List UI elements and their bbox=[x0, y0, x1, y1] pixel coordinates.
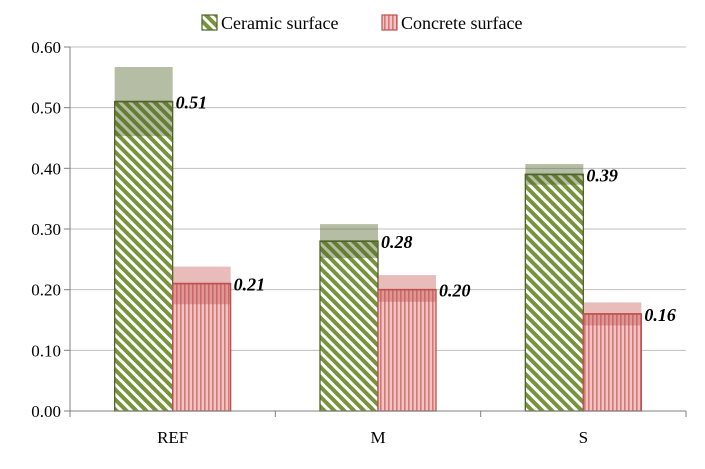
y-tick-label: 0.40 bbox=[31, 159, 61, 178]
data-labels: 0.51 0.21 0.28 0.20 0.39 0.16 bbox=[176, 93, 676, 325]
data-label-concrete: 0.16 bbox=[644, 305, 676, 325]
y-tick-label: 0.30 bbox=[31, 220, 61, 239]
x-category-label: S bbox=[579, 428, 588, 447]
data-label-ceramic: 0.39 bbox=[586, 165, 618, 185]
bar-ceramic bbox=[319, 240, 379, 412]
bar-concrete bbox=[377, 289, 437, 412]
data-label-ceramic: 0.28 bbox=[381, 232, 413, 252]
bars bbox=[114, 67, 642, 412]
x-category-label: REF bbox=[157, 428, 188, 447]
legend: Ceramic surface Concrete surface bbox=[201, 13, 522, 33]
y-tick-label: 0.00 bbox=[31, 402, 61, 421]
y-tick-label: 0.60 bbox=[31, 38, 61, 57]
data-label-concrete: 0.20 bbox=[439, 281, 471, 301]
axes: 0.00 0.10 0.20 0.30 0.40 0.50 0.60 REF M S bbox=[31, 38, 687, 447]
legend-swatch-concrete bbox=[381, 14, 398, 31]
data-label-concrete: 0.21 bbox=[234, 275, 266, 295]
x-category-label: M bbox=[370, 428, 385, 447]
legend-swatch-ceramic bbox=[201, 14, 218, 31]
legend-label-concrete: Concrete surface bbox=[401, 13, 522, 33]
error-band-concrete bbox=[378, 275, 436, 302]
y-tick-label: 0.10 bbox=[31, 341, 61, 360]
data-label-ceramic: 0.51 bbox=[176, 93, 208, 113]
legend-label-ceramic: Ceramic surface bbox=[221, 13, 338, 33]
y-tick-label: 0.20 bbox=[31, 281, 61, 300]
y-tick-label: 0.50 bbox=[31, 99, 61, 118]
bar-concrete bbox=[582, 313, 642, 412]
bar-ceramic bbox=[524, 173, 584, 412]
bar-ceramic bbox=[114, 100, 174, 412]
error-band-concrete bbox=[172, 266, 231, 305]
